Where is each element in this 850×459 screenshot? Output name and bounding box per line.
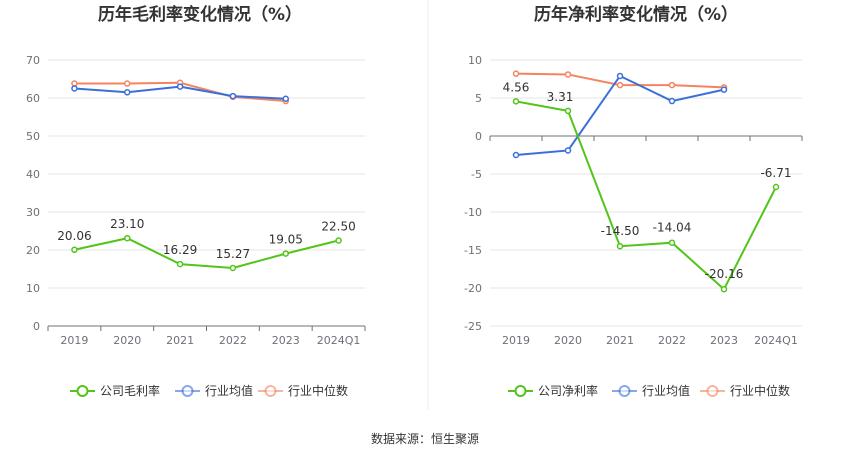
x-tick-label: 2022 [658, 334, 686, 347]
data-point [124, 234, 131, 242]
data-point [772, 183, 780, 191]
legend-marker [618, 385, 631, 397]
data-point [564, 71, 572, 78]
data-point [616, 72, 624, 80]
data-source-footer: 数据来源：恒生聚源 [371, 431, 479, 446]
net-margin-chart: 历年净利率变化情况（%） -25 -20 -15 -10 -5 0 5 10 2019 2020 20… [464, 4, 803, 398]
data-point [282, 250, 289, 257]
y-tick-label: 40 [26, 168, 40, 181]
x-tick-label: 2020 [113, 334, 141, 347]
legend-label: 行业中位数 [730, 383, 790, 398]
legend-item[interactable]: 公司净利率 [508, 383, 598, 398]
legend-item[interactable]: 行业均值 [612, 383, 690, 398]
y-tick-label: -25 [464, 320, 482, 333]
data-point [668, 239, 676, 246]
y-tick-label: 70 [26, 54, 40, 67]
data-point [335, 237, 342, 244]
legend-marker [514, 385, 527, 397]
legend-marker [76, 385, 89, 397]
legend-label: 公司毛利率 [100, 383, 160, 398]
x-tick-label: 2023 [710, 334, 738, 347]
x-tick-label: 2020 [554, 334, 582, 347]
legend-marker [264, 385, 277, 397]
data-point [282, 95, 289, 103]
x-tick-label: 2024Q1 [754, 334, 798, 347]
data-point [512, 70, 520, 77]
data-point [616, 242, 624, 250]
y-tick-label: 20 [26, 244, 40, 257]
data-point [512, 98, 520, 105]
data-point [616, 81, 624, 89]
x-tick-label: 2021 [606, 334, 634, 347]
y-tick-label: -20 [464, 282, 482, 295]
y-tick-label: 0 [33, 320, 40, 333]
legend-marker [706, 385, 719, 397]
legend-label: 行业中位数 [288, 383, 348, 398]
data-point [71, 246, 78, 254]
gross-margin-chart: 历年毛利率变化情况（%） 0 10 20 30 40 50 60 70 2019 2020 2021 2… [26, 4, 366, 398]
data-point [124, 89, 131, 96]
x-tick-label: 2022 [219, 334, 247, 347]
data-label: -14.04 [653, 221, 692, 235]
data-point [668, 97, 676, 105]
y-tick-label: -10 [464, 206, 482, 219]
data-point [720, 86, 728, 93]
data-point [564, 147, 572, 154]
y-tick-label: -5 [471, 168, 482, 181]
x-tick-label: 2019 [60, 334, 88, 347]
x-tick-label: 2023 [272, 334, 300, 347]
legend-item[interactable]: 行业中位数 [258, 383, 348, 398]
legend-marker [181, 385, 194, 397]
data-label: 15.27 [216, 247, 250, 261]
data-point [720, 285, 728, 293]
data-label: 20.06 [57, 229, 91, 243]
data-point [564, 107, 572, 115]
data-point [512, 151, 520, 159]
y-tick-label: 5 [475, 92, 482, 105]
data-label: 22.50 [321, 220, 355, 234]
data-label: -20.16 [705, 267, 744, 281]
y-tick-label: -15 [464, 244, 482, 257]
series-line-0 [74, 237, 339, 269]
legend-label: 行业均值 [642, 383, 690, 398]
data-label: 3.31 [547, 90, 574, 104]
legend-item[interactable]: 公司毛利率 [70, 383, 160, 398]
y-tick-label: 30 [26, 206, 40, 219]
y-tick-label: 10 [468, 54, 482, 67]
y-tick-label: 0 [475, 130, 482, 143]
data-point [71, 85, 78, 92]
series-line-0 [515, 100, 777, 291]
x-tick-label: 2019 [502, 334, 530, 347]
data-label: 16.29 [163, 243, 197, 257]
data-point [668, 81, 676, 89]
legend-label: 行业均值 [205, 383, 253, 398]
data-point [124, 80, 131, 87]
x-tick-label: 2021 [166, 334, 194, 347]
chart-title: 历年毛利率变化情况（%） [98, 4, 302, 25]
data-label: 19.05 [269, 233, 303, 247]
data-point [176, 83, 184, 90]
data-label: 23.10 [110, 217, 144, 231]
data-label: 4.56 [503, 80, 530, 94]
data-point [229, 92, 237, 100]
data-point [176, 260, 184, 268]
data-label: -14.50 [601, 224, 640, 238]
legend-item[interactable]: 行业中位数 [700, 383, 790, 398]
x-tick-label: 2024Q1 [317, 334, 361, 347]
data-point [229, 264, 237, 272]
y-tick-label: 50 [26, 130, 40, 143]
y-tick-label: 60 [26, 92, 40, 105]
data-label: -6.71 [760, 166, 791, 180]
y-tick-label: 10 [26, 282, 40, 295]
legend-item[interactable]: 行业均值 [175, 383, 253, 398]
legend-label: 公司净利率 [538, 383, 598, 398]
chart-title: 历年净利率变化情况（%） [534, 4, 738, 25]
